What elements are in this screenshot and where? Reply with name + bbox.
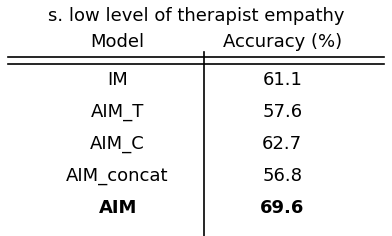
Text: AIM_T: AIM_T bbox=[91, 103, 144, 121]
Text: Model: Model bbox=[91, 34, 145, 51]
Text: 69.6: 69.6 bbox=[260, 199, 305, 217]
Text: s. low level of therapist empathy: s. low level of therapist empathy bbox=[48, 7, 344, 25]
Text: AIM_C: AIM_C bbox=[90, 135, 145, 153]
Text: AIM_concat: AIM_concat bbox=[66, 167, 169, 185]
Text: AIM: AIM bbox=[98, 199, 137, 217]
Text: 62.7: 62.7 bbox=[262, 135, 302, 153]
Text: 56.8: 56.8 bbox=[262, 167, 302, 185]
Text: Accuracy (%): Accuracy (%) bbox=[223, 34, 342, 51]
Text: 61.1: 61.1 bbox=[262, 71, 302, 89]
Text: IM: IM bbox=[107, 71, 128, 89]
Text: 57.6: 57.6 bbox=[262, 103, 302, 121]
